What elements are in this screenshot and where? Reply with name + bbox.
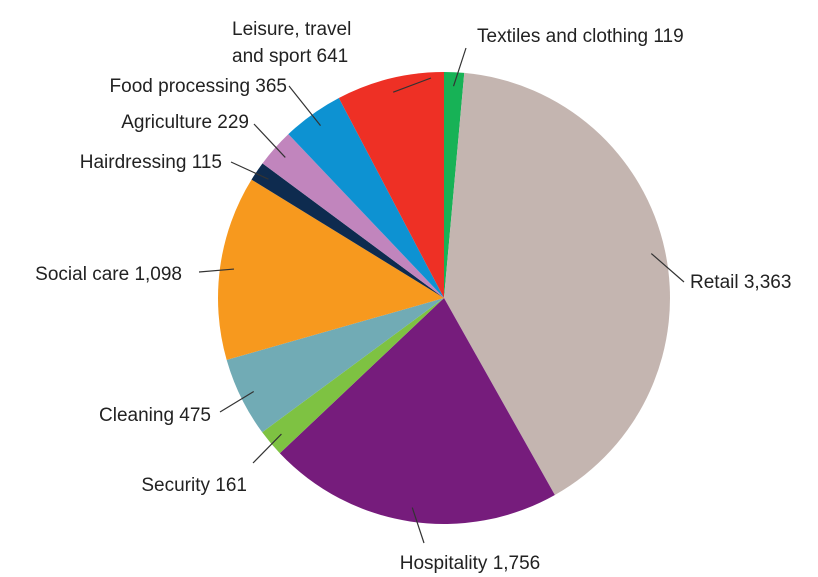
leader-lines [198, 47, 685, 544]
leader-line-retail [650, 253, 685, 283]
label-social-care: Social care 1,098 [35, 264, 182, 285]
pie-slice-leisure-travel-and-sport [338, 72, 444, 298]
pie-slice-textiles-and-clothing [444, 72, 465, 298]
label-security: Security 161 [141, 475, 247, 496]
slice-labels: Textiles and clothing 119 Retail 3,363 H… [35, 19, 791, 574]
label-food-processing: Food processing 365 [110, 76, 287, 97]
pie-slice-agriculture [262, 134, 444, 298]
label-cleaning: Cleaning 475 [99, 405, 211, 426]
leader-line-social-care [198, 268, 235, 273]
label-retail: Retail 3,363 [690, 272, 791, 293]
pie-slice-cleaning [226, 298, 444, 433]
pie-slice-hairdressing [251, 163, 444, 298]
label-hospitality: Hospitality 1,756 [400, 553, 540, 574]
label-agriculture: Agriculture 229 [121, 112, 249, 133]
label-textiles: Textiles and clothing 119 [477, 26, 684, 47]
leader-line-cleaning [219, 390, 255, 413]
pie-slice-social-care [217, 179, 444, 360]
pie-slices [217, 72, 670, 524]
leader-line-hairdressing [230, 161, 269, 180]
pie-slice-food-processing [288, 97, 444, 299]
leader-line-agriculture [253, 123, 286, 158]
leader-line-hospitality [411, 507, 425, 544]
leader-line-leisure-travel-and-sport [392, 77, 432, 93]
leader-line-textiles-and-clothing [452, 47, 467, 87]
pie-slice-hospitality [279, 298, 555, 524]
pie-slice-security [262, 298, 444, 454]
pie-slice-retail [444, 72, 670, 495]
label-hairdressing: Hairdressing 115 [80, 152, 222, 173]
leader-line-food-processing [288, 85, 321, 127]
label-leisure-line-1: Leisure, travel [232, 19, 351, 40]
label-leisure-line-2: and sport 641 [232, 46, 348, 67]
leader-line-security [252, 433, 282, 464]
